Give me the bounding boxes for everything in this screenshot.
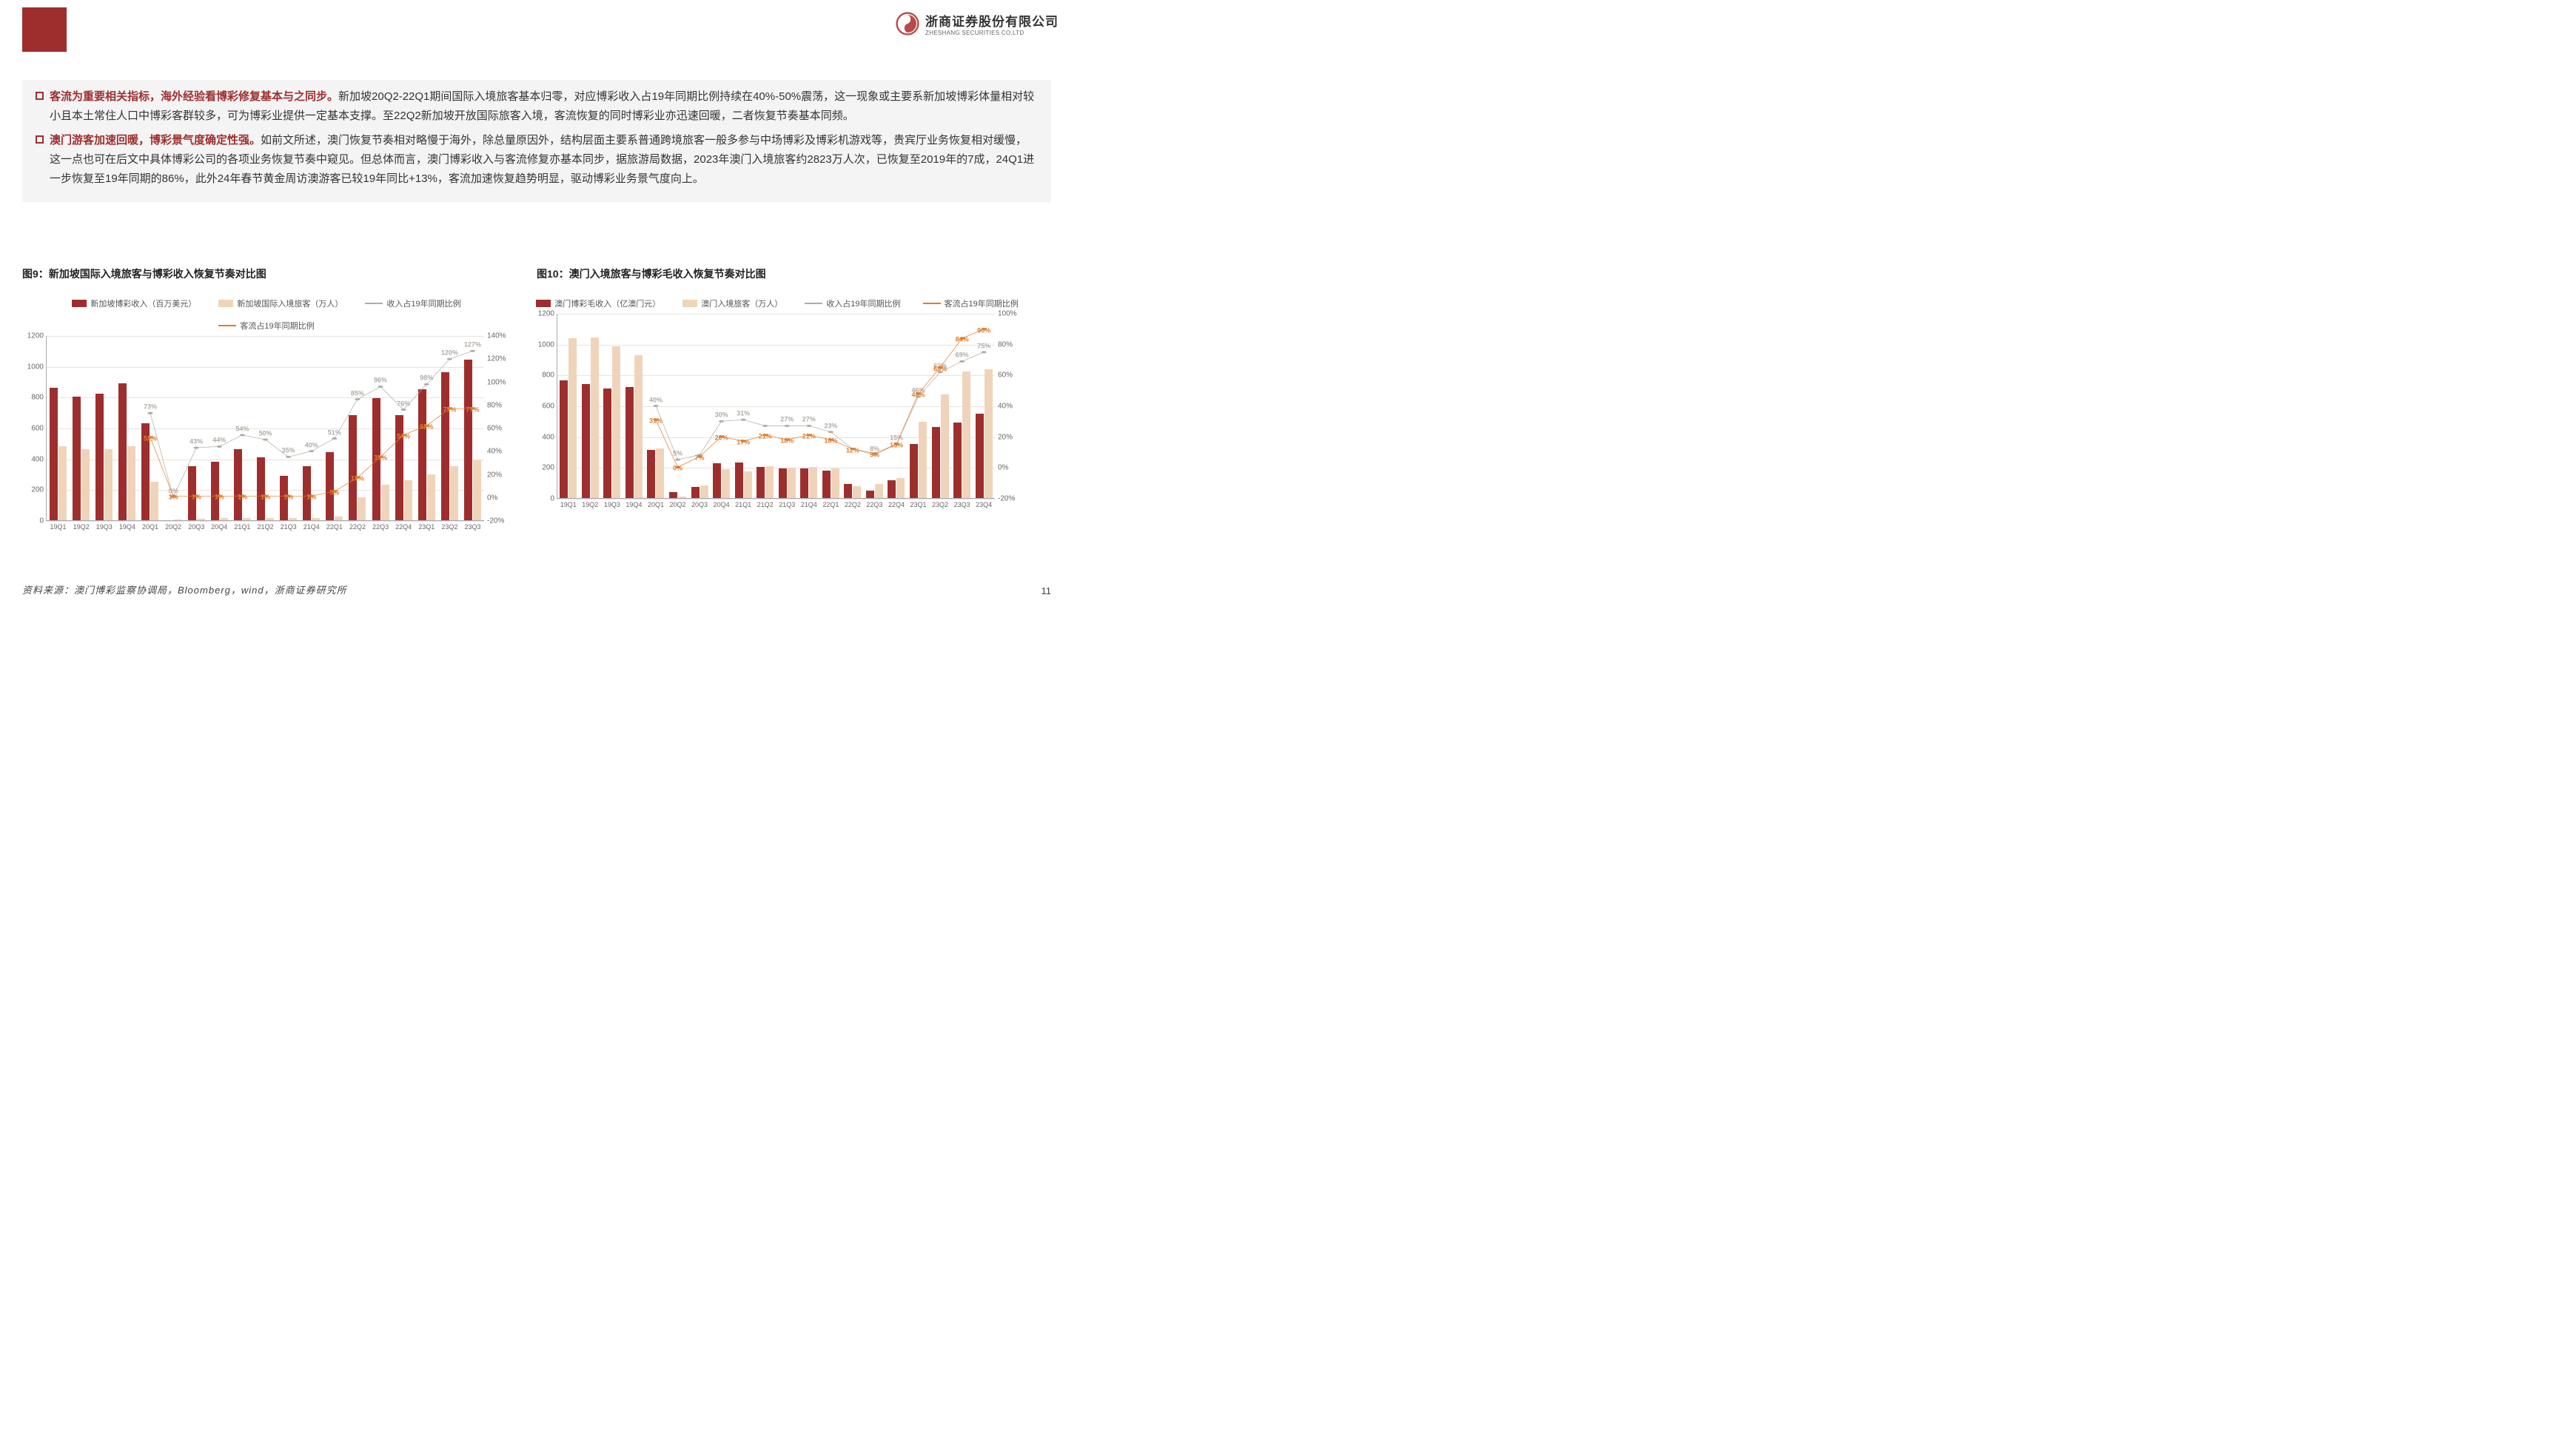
legend-item: 客流占19年同期比例	[218, 320, 314, 332]
legend-item: 客流占19年同期比例	[923, 297, 1019, 309]
chart10-title: 图10：澳门入境旅客与博彩毛收入恢复节奏对比图	[537, 266, 766, 281]
page-number: 11	[1042, 585, 1052, 596]
logo-icon	[896, 12, 919, 36]
header-red-square	[22, 7, 67, 52]
bullet-2: 澳门游客加速回暖，博彩景气度确定性强。如前文所述，澳门恢复节奏相对略慢于海外，除…	[36, 131, 1038, 189]
legend-item: 澳门入境旅客（万人）	[682, 297, 782, 309]
plot-area: 020040060080010001200-20%0%20%40%60%80%1…	[46, 336, 484, 521]
legend-item: 新加坡国际入境旅客（万人）	[218, 297, 343, 309]
legend-item: 澳门博彩毛收入（亿澳门元）	[536, 297, 660, 309]
bullet-2-highlight: 澳门游客加速回暖，博彩景气度确定性强。	[50, 134, 261, 147]
legend-item: 收入占19年同期比例	[805, 297, 900, 309]
logo-cn: 浙商证券股份有限公司	[925, 11, 1059, 30]
content-panel: 客流为重要相关指标，海外经验看博彩修复基本与之同步。新加坡20Q2-22Q1期间…	[22, 80, 1051, 202]
header: 浙商证券股份有限公司 ZHESHANG SECURITIES CO.LTD	[22, 7, 1059, 67]
chart9-title: 图9：新加坡国际入境旅客与博彩收入恢复节奏对比图	[22, 266, 537, 281]
bullet-icon	[36, 135, 44, 144]
legend-item: 收入占19年同期比例	[365, 297, 460, 309]
plot-area: 020040060080010001200-20%0%20%40%60%80%1…	[557, 314, 995, 499]
bullet-1-highlight: 客流为重要相关指标，海外经验看博彩修复基本与之同步。	[50, 90, 338, 103]
charts-region: 图9：新加坡国际入境旅客与博彩收入恢复节奏对比图 图10：澳门入境旅客与博彩毛收…	[22, 266, 1051, 536]
bullet-icon	[36, 92, 44, 100]
legend-item: 新加坡博彩收入（百万美元）	[72, 297, 196, 309]
company-logo: 浙商证券股份有限公司 ZHESHANG SECURITIES CO.LTD	[896, 11, 1059, 36]
chart10: 澳门博彩毛收入（亿澳门元） 澳门入境旅客（万人） 收入占19年同期比例 客流占19年同…	[533, 292, 1022, 536]
source-note: 资料来源：澳门博彩监察协调局，Bloomberg，wind，浙商证券研究所	[22, 582, 347, 596]
bullet-1: 客流为重要相关指标，海外经验看博彩修复基本与之同步。新加坡20Q2-22Q1期间…	[36, 87, 1038, 127]
chart9: 新加坡博彩收入（百万美元） 新加坡国际入境旅客（万人） 收入占19年同期比例客流占1…	[22, 292, 511, 536]
logo-en: ZHESHANG SECURITIES CO.LTD	[925, 30, 1059, 36]
